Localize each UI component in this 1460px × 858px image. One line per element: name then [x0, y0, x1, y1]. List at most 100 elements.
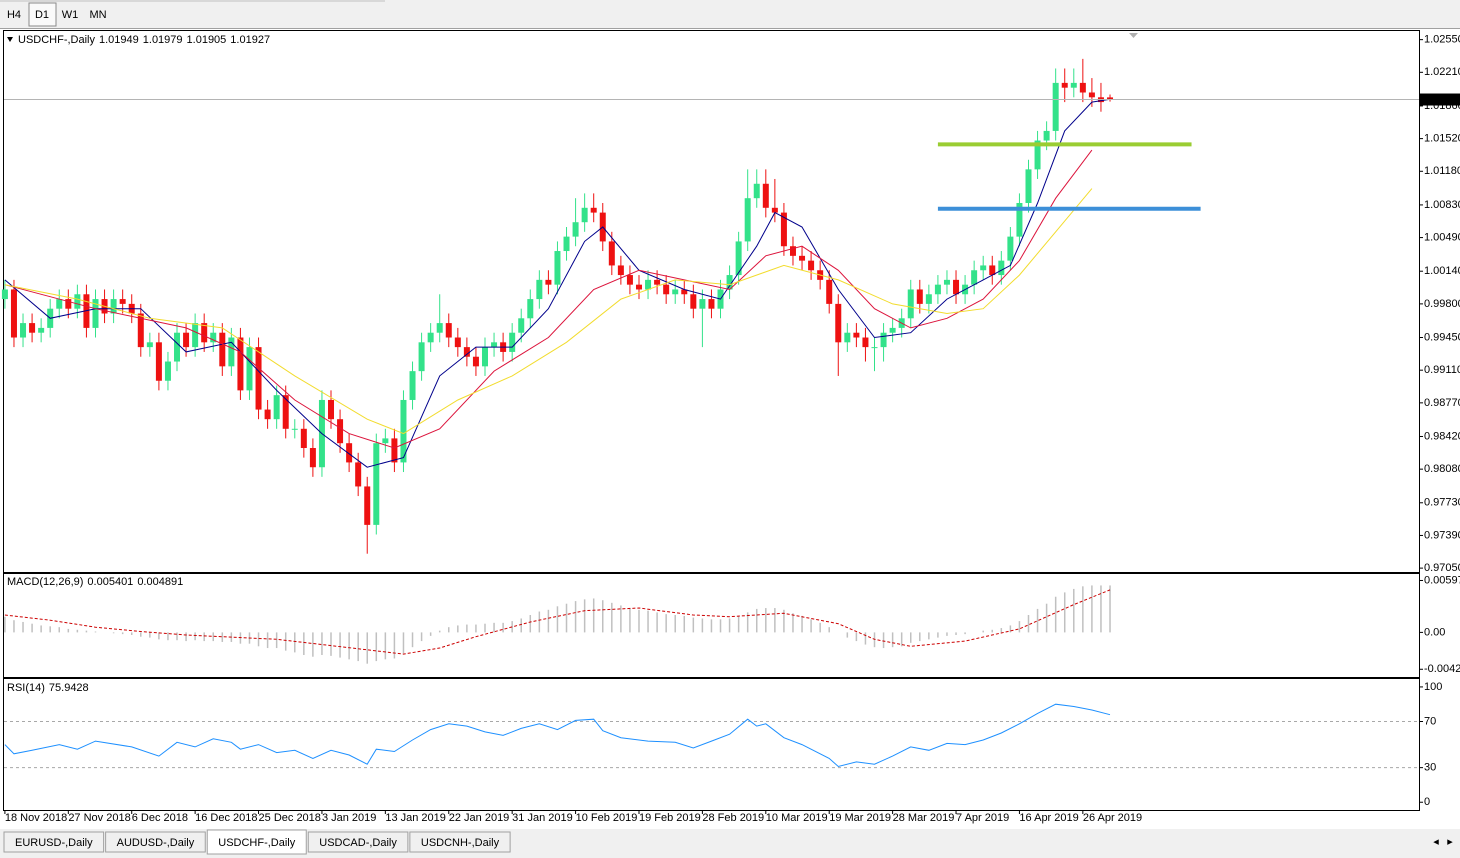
symbol-tab-label[interactable]: USDCAD-,Daily [319, 837, 397, 849]
rsi-line [4, 703, 1111, 768]
candle-body [608, 241, 615, 266]
candle-body [146, 342, 153, 348]
y-tick-label: -0.00424 [1424, 663, 1460, 675]
candle-body [726, 275, 733, 290]
candle-body [282, 395, 289, 429]
timeframe-label[interactable]: MN [89, 9, 106, 21]
indicator-header: 1.01949 [99, 34, 139, 46]
candle-body [382, 438, 389, 444]
candle-body [554, 251, 561, 285]
x-tick-label: 10 Mar 2019 [766, 812, 828, 824]
y-tick-label: 1.00830 [1424, 199, 1460, 211]
y-tick-label: 0.00597 [1424, 574, 1460, 586]
y-tick-label: 0.99110 [1424, 364, 1460, 376]
x-tick-label: 22 Jan 2019 [449, 812, 510, 824]
x-tick-label: 16 Dec 2018 [195, 812, 257, 824]
candle-body [74, 294, 81, 309]
x-tick-label: 18 Nov 2018 [5, 812, 67, 824]
candle-body [617, 265, 624, 276]
timeframe-button[interactable] [1, 3, 28, 26]
candle-body [481, 347, 488, 367]
candle-body [735, 241, 742, 276]
candle-body [210, 332, 217, 343]
candle-body [264, 409, 271, 420]
candle-body [581, 207, 588, 223]
x-tick-label: 31 Jan 2019 [512, 812, 573, 824]
candle-body [663, 284, 670, 295]
timeframe-button[interactable] [57, 3, 84, 26]
candle-body [844, 332, 851, 343]
timeframe-label[interactable]: D1 [35, 9, 49, 21]
symbol-tab-label[interactable]: USDCHF-,Daily [218, 837, 296, 849]
symbol-tab[interactable] [105, 831, 206, 853]
candle-body [771, 207, 778, 213]
symbol-tab[interactable] [307, 831, 409, 853]
candle-body [762, 183, 769, 208]
scroll-left[interactable]: ◂ [1433, 836, 1439, 848]
x-tick-label: 13 Jan 2019 [385, 812, 446, 824]
candle-body [491, 342, 498, 348]
symbol-tab-label[interactable]: USDCNH-,Daily [421, 837, 500, 849]
symbol-tab-label[interactable]: EURUSD-,Daily [15, 837, 93, 849]
symbol-tab[interactable] [409, 831, 511, 853]
toolbar-bg [0, 0, 1460, 28]
symbol-tab-label[interactable]: AUDUSD-,Daily [117, 837, 195, 849]
candle-body [1016, 202, 1023, 237]
candle-body [201, 323, 208, 343]
candle-body [1043, 130, 1050, 141]
indicator-header: RSI(14) [7, 682, 45, 694]
candle-body [907, 289, 914, 319]
moving-average [4, 149, 1093, 449]
indicator-header: 1.01927 [230, 34, 270, 46]
timeframe-button[interactable] [28, 2, 57, 27]
x-tick-label: 19 Feb 2019 [639, 812, 701, 824]
timeframe-label[interactable]: H4 [7, 9, 21, 21]
y-tick-label: 1.01180 [1424, 165, 1460, 177]
symbol-tab[interactable] [3, 831, 105, 853]
candle-body [183, 332, 190, 348]
candle-body [255, 347, 262, 410]
bid-price-label: 1.01927 [1424, 93, 1460, 105]
toolbar-edge [0, 0, 385, 2]
candle-body [273, 395, 280, 420]
candle-body [346, 443, 353, 463]
y-tick-label: 0.98770 [1424, 397, 1460, 409]
candle-body [110, 299, 117, 314]
candle-body [916, 289, 923, 304]
candle-body [654, 279, 661, 285]
candle-body [219, 332, 226, 367]
indicator-header: 1.01979 [143, 34, 183, 46]
candle-body [436, 323, 443, 333]
candle-body [690, 294, 697, 309]
candle-body [1052, 82, 1059, 131]
candle-body [536, 279, 543, 300]
y-tick-label: 1.01520 [1424, 133, 1460, 145]
y-tick-label: 0.99450 [1424, 331, 1460, 343]
scroll-right[interactable]: ▸ [1447, 836, 1453, 848]
candle-body [328, 399, 335, 420]
candle-body [889, 327, 896, 333]
candle-body [56, 299, 63, 309]
timeframe-button[interactable] [85, 3, 112, 26]
x-tick-label: 7 Apr 2019 [956, 812, 1009, 824]
macd-signal [4, 589, 1111, 655]
candle-body [1007, 236, 1014, 261]
candle-body [545, 279, 552, 285]
candle-body [38, 327, 45, 333]
y-tick-label: 30 [1424, 762, 1436, 774]
candle-body [409, 371, 416, 400]
indicator-header: MACD(12,26,9) [7, 576, 83, 588]
timeframe-label[interactable]: W1 [62, 9, 79, 21]
candle-body [10, 289, 17, 338]
y-tick-label: 100 [1424, 681, 1442, 693]
candle-body [989, 265, 996, 276]
symbol-tab[interactable] [206, 829, 307, 855]
y-tick-label: 0.98420 [1424, 430, 1460, 442]
x-tick-label: 26 Apr 2019 [1083, 812, 1142, 824]
x-tick-label: 3 Jan 2019 [322, 812, 376, 824]
candle-body [708, 299, 715, 309]
candle-body [880, 332, 887, 348]
candle-body [998, 260, 1005, 276]
candle-body [871, 347, 878, 349]
candle-body [645, 279, 652, 290]
